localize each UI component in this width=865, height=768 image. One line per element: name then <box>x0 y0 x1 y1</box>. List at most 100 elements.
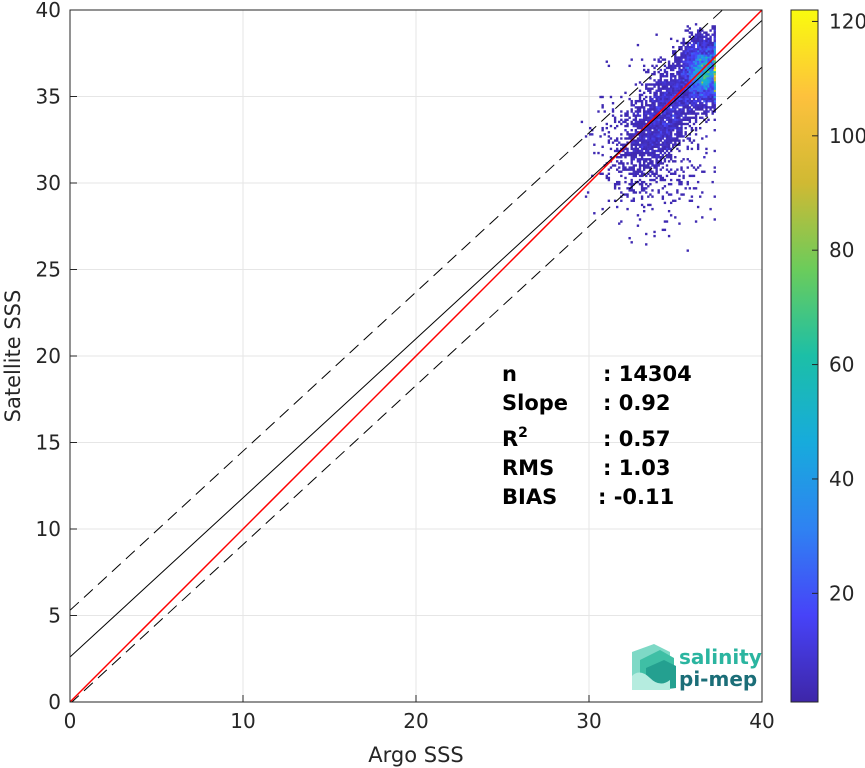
density-cell <box>680 41 683 45</box>
density-cell <box>657 156 660 159</box>
density-cell <box>647 120 650 124</box>
density-cell <box>669 147 673 151</box>
density-cell <box>665 91 669 95</box>
density-cell <box>642 137 646 140</box>
density-cell <box>647 126 650 130</box>
density-cell <box>659 160 662 163</box>
density-cell <box>653 137 656 140</box>
density-cell <box>663 141 667 144</box>
density-cell <box>690 37 694 41</box>
density-cell <box>703 110 706 113</box>
density-cell <box>701 77 704 80</box>
density-cell <box>647 164 650 167</box>
density-cell <box>659 56 662 59</box>
density-cell <box>642 133 646 136</box>
density-cell <box>703 104 706 107</box>
density-cell <box>678 131 681 134</box>
density-cell <box>649 151 652 155</box>
density-cell <box>696 85 700 88</box>
density-cell <box>709 81 712 84</box>
density-cell <box>686 43 689 47</box>
density-cell <box>653 129 656 132</box>
density-cell <box>642 151 646 155</box>
density-cell <box>709 70 712 74</box>
density-cell <box>682 116 685 119</box>
density-cell <box>642 141 646 144</box>
density-cell <box>707 97 710 101</box>
density-cell <box>684 118 687 122</box>
density-cell <box>655 89 658 92</box>
density-cell <box>713 43 716 47</box>
density-cell <box>692 89 696 92</box>
density-cell <box>649 166 652 169</box>
density-cell <box>713 83 716 86</box>
density-cell <box>690 99 694 103</box>
density-cell <box>692 79 696 82</box>
density-cell <box>692 110 696 113</box>
density-cell <box>628 97 631 101</box>
density-cell <box>661 97 665 101</box>
density-cell <box>672 83 675 86</box>
density-cell <box>663 160 667 163</box>
density-cell <box>686 106 689 109</box>
density-cell <box>657 160 660 163</box>
density-cell <box>638 108 642 111</box>
density-cell <box>676 81 679 84</box>
density-cell <box>684 52 687 55</box>
logo: salinity pi-mep <box>632 644 762 691</box>
density-cell <box>680 45 683 49</box>
density-cell <box>661 83 665 86</box>
density-cell <box>705 68 708 72</box>
density-cell <box>607 178 611 182</box>
density-cell <box>705 89 708 92</box>
density-cell <box>651 104 654 107</box>
density-cell <box>694 56 698 59</box>
density-cell <box>686 158 689 161</box>
density-cell <box>688 70 692 74</box>
density-cell <box>661 85 665 88</box>
density-cell <box>682 174 685 178</box>
density-cell <box>626 149 629 153</box>
density-cell <box>624 176 627 180</box>
density-cell <box>711 60 714 63</box>
density-cell <box>645 102 648 105</box>
density-cell <box>684 95 687 99</box>
density-cell <box>678 87 681 90</box>
density-cell <box>678 116 681 119</box>
density-cell <box>655 108 658 111</box>
density-cell <box>661 106 665 109</box>
density-cell <box>645 129 648 132</box>
density-cell <box>649 122 652 126</box>
density-cell <box>688 124 692 128</box>
density-cell <box>703 48 706 51</box>
density-cell <box>669 139 673 142</box>
density-cell <box>699 58 702 61</box>
density-cell <box>657 83 660 86</box>
density-cell <box>713 41 716 45</box>
density-cell <box>632 143 635 146</box>
density-cell <box>659 104 662 107</box>
density-cell <box>672 89 675 92</box>
y-tick-label: 20 <box>36 344 61 368</box>
density-cell <box>707 66 710 70</box>
density-cell <box>680 193 683 196</box>
density-cell <box>690 141 694 144</box>
density-cell <box>684 106 687 109</box>
density-cell <box>634 106 638 109</box>
density-cell <box>682 104 685 107</box>
density-cell <box>694 52 698 55</box>
density-cell <box>642 97 646 101</box>
density-cell <box>649 97 652 101</box>
density-cell <box>647 172 650 175</box>
density-cell <box>597 151 600 155</box>
density-cell <box>638 158 642 161</box>
density-cell <box>647 112 650 115</box>
density-cell <box>684 29 687 32</box>
density-cell <box>688 83 692 86</box>
density-cell <box>630 199 633 202</box>
density-cell <box>688 120 692 124</box>
density-cell <box>672 199 675 202</box>
density-cell <box>657 81 660 84</box>
density-cell <box>624 124 627 128</box>
density-cell <box>622 164 625 167</box>
